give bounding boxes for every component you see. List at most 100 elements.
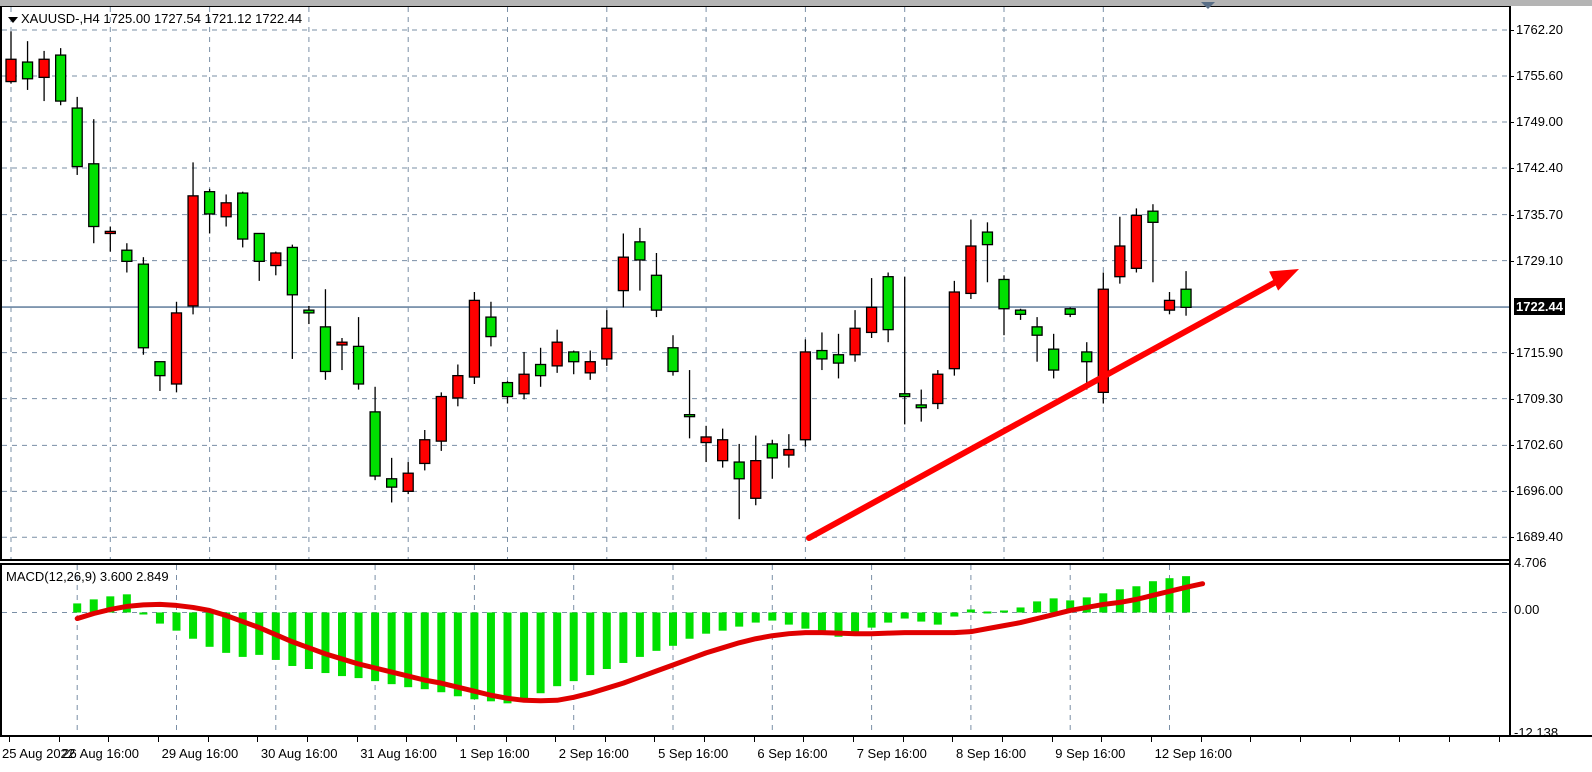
candle-body (38, 58, 50, 79)
candle-body (568, 351, 580, 363)
price-tick-label: 1762.20 (1516, 21, 1563, 37)
price-tick-label: 1729.10 (1516, 252, 1563, 268)
time-tick-label: 6 Sep 16:00 (757, 746, 828, 761)
candle-body (948, 291, 960, 370)
macd-histogram-bar (321, 612, 330, 674)
time-tick-mark (1498, 737, 1500, 742)
macd-histogram-bar (1182, 576, 1191, 613)
panel-separator (0, 559, 1510, 561)
macd-histogram-bar (371, 612, 380, 682)
candle-body (137, 263, 150, 349)
candle-body (369, 411, 381, 477)
candle-body (717, 439, 729, 462)
time-tick-mark (853, 737, 855, 742)
macd-histogram-bar (420, 612, 429, 690)
macd-histogram-bar (900, 612, 909, 619)
candle-body (882, 276, 894, 331)
candle-body (485, 316, 497, 338)
macd-histogram-bar (718, 612, 727, 631)
time-tick-mark (1250, 737, 1252, 742)
candle-body (419, 439, 431, 465)
macd-histogram-bar (735, 612, 744, 627)
candle-body (352, 345, 365, 385)
macd-histogram-bar (569, 612, 578, 682)
macd-histogram-bar (950, 612, 959, 617)
time-tick-mark (306, 737, 308, 742)
candle-body (584, 361, 596, 374)
candle-body (435, 395, 447, 442)
candle-body (832, 354, 845, 364)
time-tick-mark (505, 737, 507, 742)
price-tick-mark (1509, 445, 1514, 447)
time-tick-mark (654, 737, 656, 742)
macd-histogram-bar (801, 612, 810, 629)
macd-histogram-bar (271, 612, 280, 660)
macd-indicator-panel[interactable]: MACD(12,26,9) 3.600 2.849 (0, 563, 1510, 735)
time-tick-label: 5 Sep 16:00 (658, 746, 729, 761)
macd-histogram-bar (635, 612, 644, 657)
price-chart-panel[interactable]: XAUUSD-,H4 1725.00 1727.54 1721.12 1722.… (0, 6, 1510, 561)
candle-body (1097, 288, 1109, 394)
candle-body (286, 246, 299, 296)
macd-histogram-bar (106, 596, 115, 613)
price-tick-mark (1509, 121, 1514, 123)
candle-body (750, 460, 762, 499)
macd-canvas (2, 565, 1510, 735)
candle-body (617, 256, 629, 292)
macd-histogram-bar (983, 611, 992, 614)
candle-body (104, 230, 116, 235)
time-tick-mark (1399, 737, 1401, 742)
time-scale[interactable]: 25 Aug 2022 26 Aug 16:00 29 Aug 16:00 30 Au… (0, 735, 1592, 772)
price-tick-mark (1509, 352, 1514, 354)
macd-histogram-bar (255, 612, 264, 655)
candle-body (501, 381, 514, 398)
candle-body (253, 232, 265, 263)
time-tick-mark (455, 737, 457, 742)
time-tick-mark (1150, 737, 1152, 742)
macd-histogram-bar (817, 612, 826, 633)
macd-histogram-bar (1033, 601, 1042, 613)
macd-histogram-bar (933, 612, 942, 625)
caret-down-icon[interactable] (8, 16, 18, 23)
macd-histogram-bar (536, 612, 545, 694)
candle-body (1014, 309, 1027, 315)
candle-body (1114, 245, 1126, 278)
chart-title-bar: XAUUSD-,H4 1725.00 1727.54 1721.12 1722.… (8, 11, 302, 26)
macd-histogram-bar (553, 612, 562, 687)
time-tick-mark (952, 737, 954, 742)
candle-body (220, 202, 232, 218)
macd-histogram-bar (652, 612, 661, 651)
candle-body (816, 349, 828, 360)
time-tick-label: 12 Sep 16:00 (1154, 746, 1232, 761)
candle-body (667, 347, 679, 373)
macd-histogram-bar (1165, 578, 1174, 613)
macd-histogram-bar (404, 612, 413, 688)
candle-body (733, 461, 745, 480)
price-tick-mark (1509, 537, 1514, 539)
candle-body (1081, 351, 1093, 363)
candle-body (783, 448, 795, 456)
macd-histogram-bar (520, 612, 529, 700)
price-tick-mark (1509, 398, 1514, 400)
macd-histogram-bar (338, 612, 346, 677)
macd-histogram-bar (354, 612, 363, 679)
price-scale[interactable]: 1762.20 1755.60 1749.00 1742.40 1735.70 1729.… (1509, 0, 1592, 772)
time-tick-mark (58, 737, 60, 742)
candle-body (650, 274, 663, 311)
time-tick-mark (1200, 737, 1202, 742)
time-tick-mark (555, 737, 557, 742)
candle-body (203, 191, 216, 215)
candle-body (981, 231, 994, 246)
macd-histogram-bar (784, 612, 793, 625)
time-tick-mark (356, 737, 358, 742)
price-tick-mark (1509, 260, 1514, 262)
candle-body (1031, 326, 1043, 336)
time-tick-mark (1299, 737, 1301, 742)
candle-body (270, 252, 282, 267)
macd-histogram-bar (619, 612, 628, 663)
price-tick-label: 1709.30 (1516, 390, 1563, 406)
triangle-down-marker-icon[interactable] (1201, 2, 1215, 9)
candle-body (385, 478, 398, 488)
time-tick-mark (9, 737, 10, 742)
time-tick-label: 7 Sep 16:00 (856, 746, 927, 761)
